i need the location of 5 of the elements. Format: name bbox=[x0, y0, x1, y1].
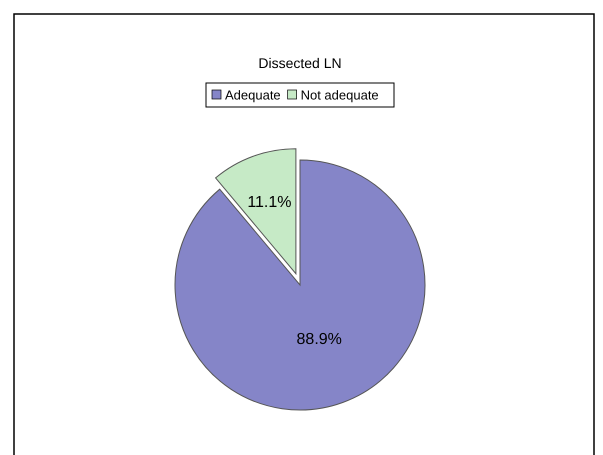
data-label: 11.1% bbox=[247, 194, 292, 211]
chart-title: Dissected LN bbox=[258, 55, 342, 71]
data-label: 88.9% bbox=[296, 330, 342, 348]
legend-label: Adequate bbox=[225, 88, 281, 102]
legend-label: Not adequate bbox=[300, 88, 379, 102]
